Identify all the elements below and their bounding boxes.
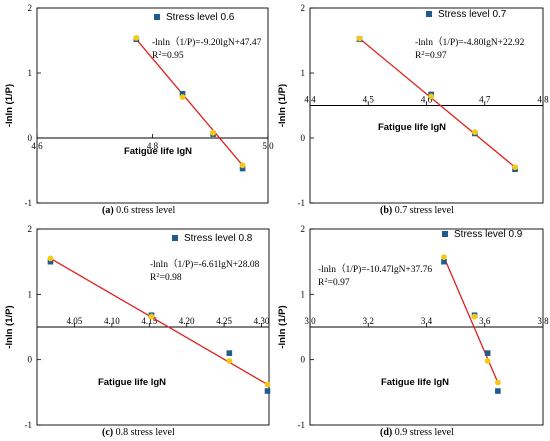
data-point-circle [484, 358, 491, 364]
y-tick-label: -1 [298, 420, 306, 430]
x-tick-label: 3.8 [537, 316, 549, 326]
data-point-circle [471, 313, 478, 320]
x-axis-title: Fatigue life lgN [124, 146, 192, 157]
chart-panel-4: -1 0 1 2 3.0 3.2 3.4 3.6 3.8 Fatigue life lgN -lnl… [277, 224, 549, 438]
y-tick-label: -1 [25, 420, 33, 430]
data-point-circle [441, 254, 447, 260]
data-point-square [226, 350, 233, 356]
x-tick-label: 3.6 [479, 316, 491, 326]
panel-caption: (c) 0.8 stress level [102, 427, 175, 438]
fit-equation: -lnln（1/P)=-6.61lgN+28.08 [150, 258, 260, 270]
chart-panel-3: -1 0 1 2 4.05 4.10 4.15 4.20 4.25 4.30 Fatigue lif… [4, 224, 271, 438]
legend-marker [154, 14, 160, 20]
y-axis-title: -lnln (1/P) [277, 305, 288, 348]
chart-panel-2: -1 0 1 2 4.4 4.5 4.6 4.7 4.8 Fatigue life lgN -lnl… [277, 3, 549, 216]
legend-label: Stress level 0.9 [454, 229, 523, 240]
x-tick-label: 3.0 [304, 316, 316, 326]
x-tick-label: 4.8 [147, 141, 159, 151]
chart-panel-1: -1 0 1 2 4.6 4.8 5.0 Fatigue life lgN -lnln (1/P… [4, 3, 274, 216]
data-point-circle [512, 164, 518, 171]
legend-label: Stress level 0.6 [166, 12, 235, 23]
fit-equation: -lnln（1/P)=-4.80lgN+22.92 [415, 36, 525, 48]
y-tick-label: -1 [25, 198, 33, 208]
y-tick-label: -1 [298, 198, 306, 208]
x-tick-label: 4.30 [254, 316, 270, 326]
legend-marker [172, 235, 178, 241]
data-point-circle [133, 35, 140, 41]
y-tick-label: 0 [28, 355, 33, 365]
data-point-square [47, 258, 54, 265]
x-tick-label: 5.0 [262, 141, 274, 151]
x-tick-label: 4.05 [67, 316, 83, 326]
y-axis-title: -lnln (1/P) [4, 305, 15, 348]
data-point-square [264, 388, 271, 394]
data-point-circle [47, 255, 54, 262]
y-tick-label: 0 [28, 133, 33, 143]
data-point-square [179, 91, 186, 97]
x-tick-label: 4.4 [304, 95, 316, 105]
data-point-circle [179, 94, 186, 100]
data-point-circle [428, 93, 435, 100]
data-point-circle [264, 381, 271, 388]
legend-marker [442, 231, 448, 237]
y-tick-label: 2 [301, 224, 306, 234]
y-tick-label: 0 [301, 133, 306, 143]
r-squared: R2=0.97 [318, 277, 350, 289]
x-tick-label: 4.5 [363, 95, 375, 105]
y-tick-label: 2 [28, 3, 33, 13]
data-point-circle [210, 129, 217, 136]
x-axis-title: Fatigue life lgN [378, 122, 446, 133]
x-tick-label: 4.10 [104, 316, 120, 326]
legend-label: Stress level 0.7 [438, 9, 507, 20]
y-tick-label: 2 [301, 3, 306, 13]
y-tick-label: 1 [28, 289, 33, 299]
y-axis-title: -lnln (1/P) [277, 84, 288, 127]
data-point-square [239, 165, 246, 172]
y-axis-title: -lnln (1/P) [4, 84, 15, 127]
fit-equation: -lnln（1/P)=-9.20lgN+47.47 [152, 36, 262, 48]
x-tick-label: 4.6 [31, 141, 43, 151]
x-tick-label: 4.25 [216, 316, 232, 326]
x-axis-title: Fatigue life lgN [98, 377, 166, 388]
data-point-circle [471, 129, 478, 136]
r-squared: R2=0.95 [152, 50, 184, 62]
legend-marker [426, 11, 432, 17]
data-point-circle [148, 313, 155, 320]
data-point-square [484, 350, 491, 356]
data-point-square [495, 388, 501, 394]
data-point-square [441, 258, 447, 265]
y-tick-label: 0 [301, 355, 306, 365]
data-point-circle [226, 358, 233, 364]
fit-equation: -lnln（1/P)=-10.47lgN+37.76 [318, 263, 432, 275]
legend-label: Stress level 0.8 [184, 233, 253, 244]
x-tick-label: 4.6 [421, 95, 433, 105]
y-tick-label: 1 [28, 68, 33, 78]
x-tick-label: 4.20 [179, 316, 195, 326]
x-axis-title: Fatigue life lgN [381, 377, 449, 388]
fit-line [359, 38, 516, 168]
x-tick-label: 4.8 [537, 95, 549, 105]
fit-line [134, 37, 244, 166]
x-tick-label: 4.7 [479, 95, 491, 105]
r-squared: R2=0.97 [415, 50, 447, 62]
x-tick-label: 3.2 [363, 316, 374, 326]
data-point-circle [239, 162, 246, 169]
x-tick-label: 4.15 [141, 316, 157, 326]
x-tick-label: 3.4 [421, 316, 433, 326]
panel-caption: (d) 0.9 stress level [380, 427, 454, 438]
r-squared: R2=0.98 [150, 272, 182, 284]
y-tick-label: 1 [301, 289, 306, 299]
panel-caption: (a) 0.6 stress level [102, 205, 176, 216]
plot-frame [36, 7, 269, 204]
data-point-circle [356, 35, 363, 42]
data-point-circle [494, 379, 501, 386]
y-tick-label: 2 [28, 224, 33, 234]
y-tick-label: 1 [301, 68, 306, 78]
fit-line [50, 257, 268, 386]
panel-caption: (b) 0.7 stress level [380, 205, 454, 216]
